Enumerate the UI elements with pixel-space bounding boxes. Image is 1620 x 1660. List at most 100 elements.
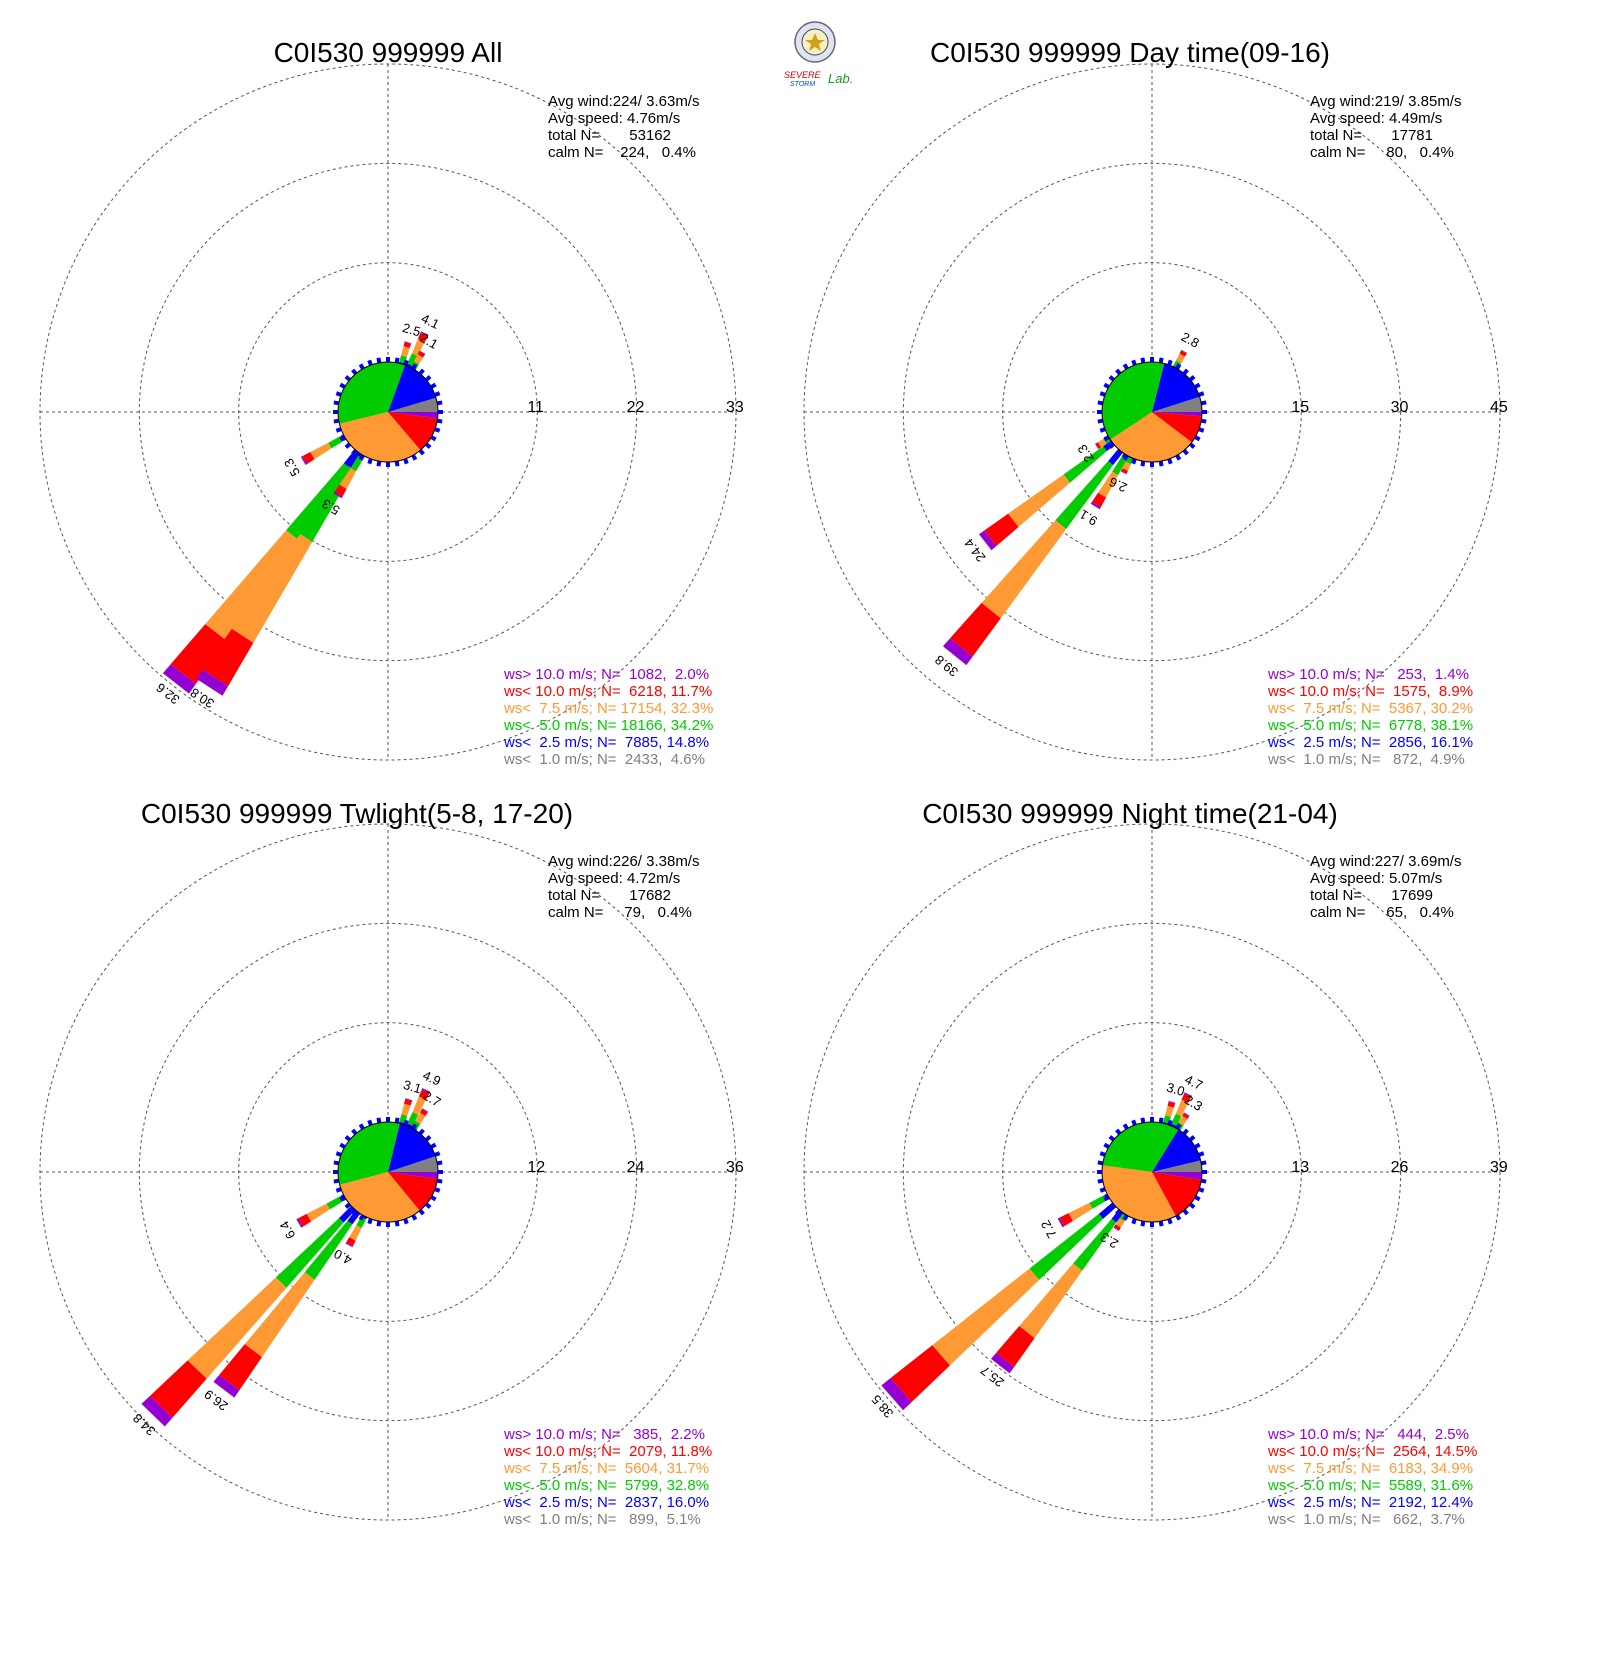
- petal-segment-gt10: [1180, 349, 1188, 354]
- petal-segment-lt7_5: [1097, 438, 1107, 448]
- stats-line: Avg speed: 4.76m/s: [548, 110, 680, 127]
- petal-segment-lt10: [298, 1213, 312, 1227]
- legend-entry-lt1: ws< 1.0 m/s; N= 872, 4.9%: [1267, 751, 1465, 768]
- hub-tick: [376, 1117, 382, 1124]
- petal-segment-gt10: [1120, 470, 1127, 475]
- legend-entry-lt7_5: ws< 7.5 m/s; N= 5367, 30.2%: [1267, 700, 1473, 717]
- legend-entry-lt1: ws< 1.0 m/s; N= 899, 5.1%: [503, 1511, 701, 1528]
- petal-segment-lt7_5: [187, 1277, 287, 1379]
- hub-tick: [358, 363, 365, 370]
- petal-segment-lt7_5: [401, 346, 410, 357]
- pie-slice-lt7_5: [1102, 1165, 1176, 1222]
- logo-star: [805, 33, 825, 51]
- hub-tick: [411, 363, 418, 370]
- logo-text-storm: STORM: [790, 81, 815, 88]
- legend-entry-lt5: ws< 5.0 m/s; N= 5799, 32.8%: [503, 1477, 709, 1494]
- chart-title: C0I530 999999 Twlight(5-8, 17-20): [141, 798, 573, 829]
- hub-tick: [411, 1123, 418, 1130]
- legend-entry-lt10: ws< 10.0 m/s; N= 2079, 11.8%: [503, 1443, 712, 1460]
- hub-tick: [1175, 454, 1182, 461]
- petal-segment-gt10: [141, 1396, 173, 1427]
- chart-title: C0I530 999999 All: [274, 37, 503, 68]
- petal-segment-lt5: [1112, 456, 1127, 476]
- petal-segment-gt10: [1168, 1100, 1176, 1104]
- hub-tick: [1182, 449, 1189, 456]
- hub-tick: [1108, 442, 1115, 449]
- hub-tick: [344, 1202, 351, 1209]
- hub-tick: [358, 454, 365, 461]
- stats-line: Avg wind:226/ 3.38m/s: [548, 853, 699, 870]
- ring-label: 13: [1291, 1159, 1309, 1176]
- stats-line: calm N= 224, 0.4%: [548, 144, 696, 161]
- pie-slice-lt7_5: [339, 1172, 420, 1222]
- hub-tick: [1167, 1218, 1173, 1225]
- petal-label: 7.2: [1038, 1218, 1060, 1241]
- hub-tick: [1099, 1151, 1106, 1157]
- hub-tick: [351, 1209, 358, 1216]
- pie-slice-lt10: [388, 412, 438, 451]
- stats-line: calm N= 79, 0.4%: [548, 904, 692, 921]
- petal-segment-lt7_5: [1019, 1263, 1083, 1339]
- petal-label: 3.1: [402, 1077, 424, 1096]
- petal-segment-lt10: [996, 1326, 1035, 1368]
- hub-tick: [434, 1187, 441, 1193]
- legend-entry-lt5: ws< 5.0 m/s; N= 18166, 34.2%: [503, 717, 713, 734]
- petal-segment-lt5: [275, 1218, 344, 1288]
- stats-line: total N= 53162: [548, 127, 671, 144]
- hub-tick: [436, 400, 443, 406]
- pie-slice-lt10: [1152, 412, 1202, 443]
- ring-label: 12: [527, 1159, 545, 1176]
- legend-entry-lt2_5: ws< 2.5 m/s; N= 2856, 16.1%: [1267, 734, 1473, 751]
- petal-segment-lt10: [149, 1360, 207, 1418]
- hub-tick: [339, 1195, 346, 1202]
- hub-tick: [1182, 1128, 1189, 1135]
- hub-tick: [1198, 1151, 1205, 1157]
- hub-tick: [1115, 1128, 1122, 1135]
- hub-tick: [1103, 1142, 1110, 1149]
- hub-tick: [1158, 460, 1164, 467]
- hub-tick: [403, 1119, 409, 1126]
- hub-tick: [418, 449, 425, 456]
- hub-tick: [1131, 1218, 1137, 1225]
- hub-tick: [1182, 368, 1189, 375]
- petal-segment-gt10: [979, 530, 997, 551]
- petal-segment-gt10: [1090, 501, 1101, 510]
- legend-entry-lt7_5: ws< 7.5 m/s; N= 17154, 32.3%: [503, 700, 713, 717]
- hub-tick: [1108, 1135, 1115, 1142]
- petal-segment-lt2_5: [1111, 1209, 1124, 1223]
- hub-tick: [1099, 1187, 1106, 1193]
- hub-tick: [351, 449, 358, 456]
- petal-segment-lt5: [1171, 1113, 1182, 1126]
- hub-tick: [1122, 363, 1129, 370]
- hub-tick: [430, 435, 437, 442]
- petal-segment-lt7_5: [310, 442, 332, 460]
- hub-tick: [344, 442, 351, 449]
- hub-tick: [344, 1135, 351, 1142]
- legend-entry-lt2_5: ws< 2.5 m/s; N= 7885, 14.8%: [503, 734, 709, 751]
- hub-tick: [351, 368, 358, 375]
- hub-tick: [1097, 1178, 1104, 1184]
- hub-tick: [1103, 435, 1110, 442]
- pie-slice-lt1: [1152, 396, 1202, 412]
- stats-line: Avg wind:227/ 3.69m/s: [1310, 853, 1461, 870]
- petal-segment-lt7_5: [415, 1112, 426, 1124]
- legend-entry-gt10: ws> 10.0 m/s; N= 444, 2.5%: [1267, 1426, 1469, 1443]
- hub-tick: [1097, 400, 1104, 406]
- petal-segment-gt10: [296, 1218, 304, 1228]
- hub-tick: [344, 375, 351, 382]
- hub-tick: [1115, 368, 1122, 375]
- petal-segment-lt10: [404, 1099, 413, 1106]
- petal-segment-lt10: [403, 342, 412, 348]
- petal-segment-lt7_5: [1098, 471, 1119, 498]
- petal-segment-lt10: [1113, 1224, 1121, 1231]
- pie-outline: [337, 361, 439, 463]
- hub-tick: [1198, 391, 1205, 397]
- hub-tick: [335, 391, 342, 397]
- hub-tick: [403, 1218, 409, 1225]
- hub-tick: [425, 442, 432, 449]
- hub-tick: [1115, 1209, 1122, 1216]
- hub-tick: [333, 1160, 340, 1166]
- petal-segment-lt7_5: [1068, 1202, 1093, 1221]
- hub-tick: [358, 1123, 365, 1130]
